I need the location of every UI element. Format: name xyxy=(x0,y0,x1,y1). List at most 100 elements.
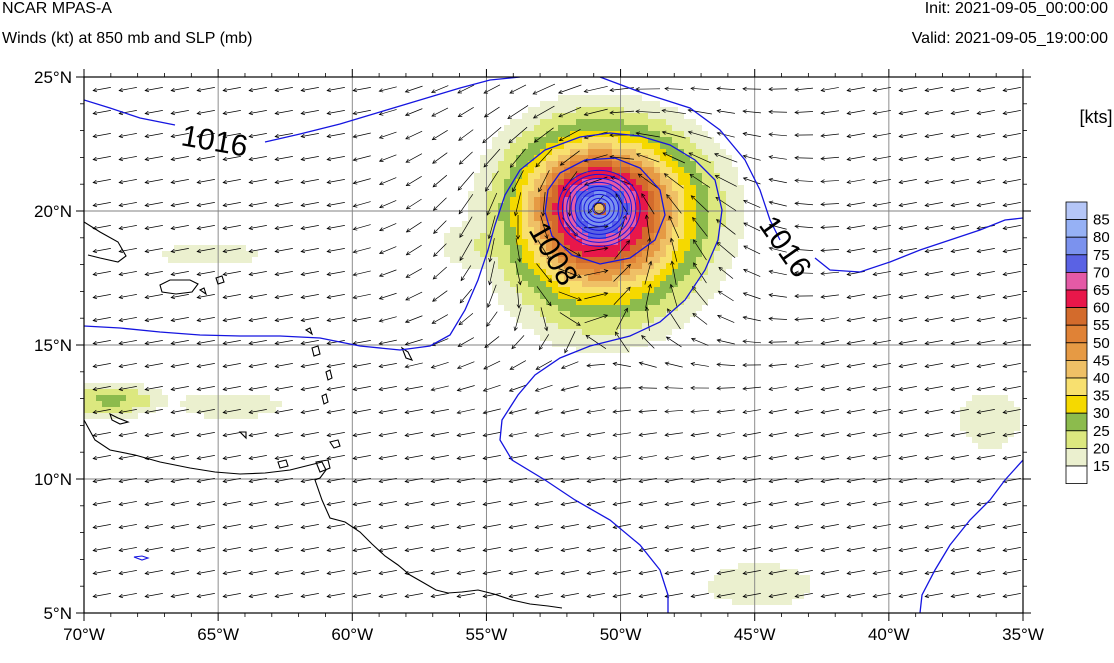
wind-cell xyxy=(606,101,612,107)
wind-cell xyxy=(624,179,630,185)
wind-arrow xyxy=(352,386,371,392)
wind-arrow-shaft xyxy=(145,110,163,114)
wind-arrow xyxy=(716,547,735,553)
wind-arrow xyxy=(431,107,449,117)
wind-arrow-head xyxy=(742,177,748,182)
wind-arrow-shaft xyxy=(769,363,787,367)
wind-cell xyxy=(234,251,240,257)
wind-cell xyxy=(504,239,510,245)
wind-arrow xyxy=(924,455,943,461)
wind-arrow-shaft xyxy=(1003,87,1021,91)
wind-arrow xyxy=(534,384,553,392)
wind-arrow xyxy=(924,432,943,438)
wind-arrow xyxy=(352,455,371,461)
wind-arrow xyxy=(300,455,319,461)
wind-arrow-shaft xyxy=(223,455,241,459)
wind-cell xyxy=(966,431,972,437)
wind-cell xyxy=(642,269,648,275)
wind-arrow-head xyxy=(483,113,489,118)
wind-cell xyxy=(564,179,570,185)
wind-arrow-shaft xyxy=(613,524,631,528)
wind-cell xyxy=(726,161,732,167)
wind-arrow xyxy=(664,547,683,553)
wind-arrow-head xyxy=(248,409,254,415)
wind-arrow-shaft xyxy=(564,331,576,353)
wind-cell xyxy=(714,155,720,161)
wind-arrow-shaft xyxy=(171,156,189,160)
wind-arrow xyxy=(612,593,631,599)
wind-cell xyxy=(630,167,636,173)
wind-arrow xyxy=(742,177,761,185)
wind-cell xyxy=(630,281,636,287)
wind-cell xyxy=(1002,401,1008,407)
wind-arrow-shaft xyxy=(301,248,319,252)
wind-arrow xyxy=(794,478,813,484)
wind-arrow xyxy=(690,195,709,213)
wind-arrow-head xyxy=(638,593,644,599)
wind-cell xyxy=(528,293,534,299)
wind-arrow-head xyxy=(976,478,982,484)
wind-cell xyxy=(636,311,642,317)
wind-cell xyxy=(564,215,570,221)
wind-arrow-head xyxy=(326,363,332,369)
wind-arrow xyxy=(690,547,709,553)
wind-cell xyxy=(510,149,516,155)
wind-arrow xyxy=(924,478,943,484)
wind-cell xyxy=(708,167,714,173)
wind-cell xyxy=(690,197,696,203)
wind-cell xyxy=(486,197,492,203)
wind-arrow-head xyxy=(405,296,410,301)
wind-arrow-head xyxy=(456,365,462,370)
wind-cell xyxy=(678,257,684,263)
wind-cell xyxy=(588,221,594,227)
wind-arrow-head xyxy=(534,387,540,392)
wind-arrow-shaft xyxy=(610,110,634,114)
wind-cell xyxy=(726,233,732,239)
coastline xyxy=(329,439,341,449)
wind-cell xyxy=(576,209,582,215)
wind-cell xyxy=(612,251,618,257)
wind-arrow xyxy=(300,202,319,208)
wind-arrow-head xyxy=(924,156,930,162)
wind-arrow-shaft xyxy=(847,317,865,321)
wind-cell xyxy=(582,293,588,299)
wind-arrow xyxy=(509,148,526,168)
wind-cell xyxy=(732,593,738,599)
wind-arrow-head xyxy=(846,455,852,461)
wind-cell xyxy=(186,257,192,263)
wind-arrow-shaft xyxy=(951,294,969,298)
wind-arrow-shaft xyxy=(93,156,111,160)
wind-arrow-head xyxy=(517,257,522,263)
wind-cell xyxy=(534,227,540,233)
wind-arrow xyxy=(326,570,345,576)
wind-cell xyxy=(132,383,138,389)
wind-arrow-head xyxy=(872,248,878,254)
wind-arrow-head xyxy=(508,501,514,507)
wind-arrow-head xyxy=(1002,363,1008,369)
wind-cell xyxy=(642,179,648,185)
wind-arrow xyxy=(534,501,553,507)
wind-cell xyxy=(582,173,588,179)
wind-cell xyxy=(132,395,138,401)
wind-cell xyxy=(516,233,522,239)
wind-arrow-head xyxy=(846,593,852,599)
wind-arrow-shaft xyxy=(717,455,735,459)
wind-arrow-shaft xyxy=(977,570,995,574)
wind-arrow-head xyxy=(432,159,437,164)
wind-arrow-shaft xyxy=(1003,501,1021,505)
wind-cell xyxy=(540,263,546,269)
wind-arrow-head xyxy=(404,432,410,438)
wind-arrow xyxy=(794,87,813,92)
wind-cell xyxy=(552,191,558,197)
wind-arrow-head xyxy=(196,248,202,254)
wind-arrow xyxy=(248,570,267,576)
wind-arrow xyxy=(118,340,137,346)
wind-cell xyxy=(540,167,546,173)
wind-arrow xyxy=(794,178,814,183)
wind-cell xyxy=(570,119,576,125)
wind-arrow-shaft xyxy=(691,501,709,505)
wind-cell xyxy=(456,227,462,233)
wind-arrow xyxy=(352,87,371,93)
wind-cell xyxy=(510,239,516,245)
wind-arrow-shaft xyxy=(794,111,814,113)
